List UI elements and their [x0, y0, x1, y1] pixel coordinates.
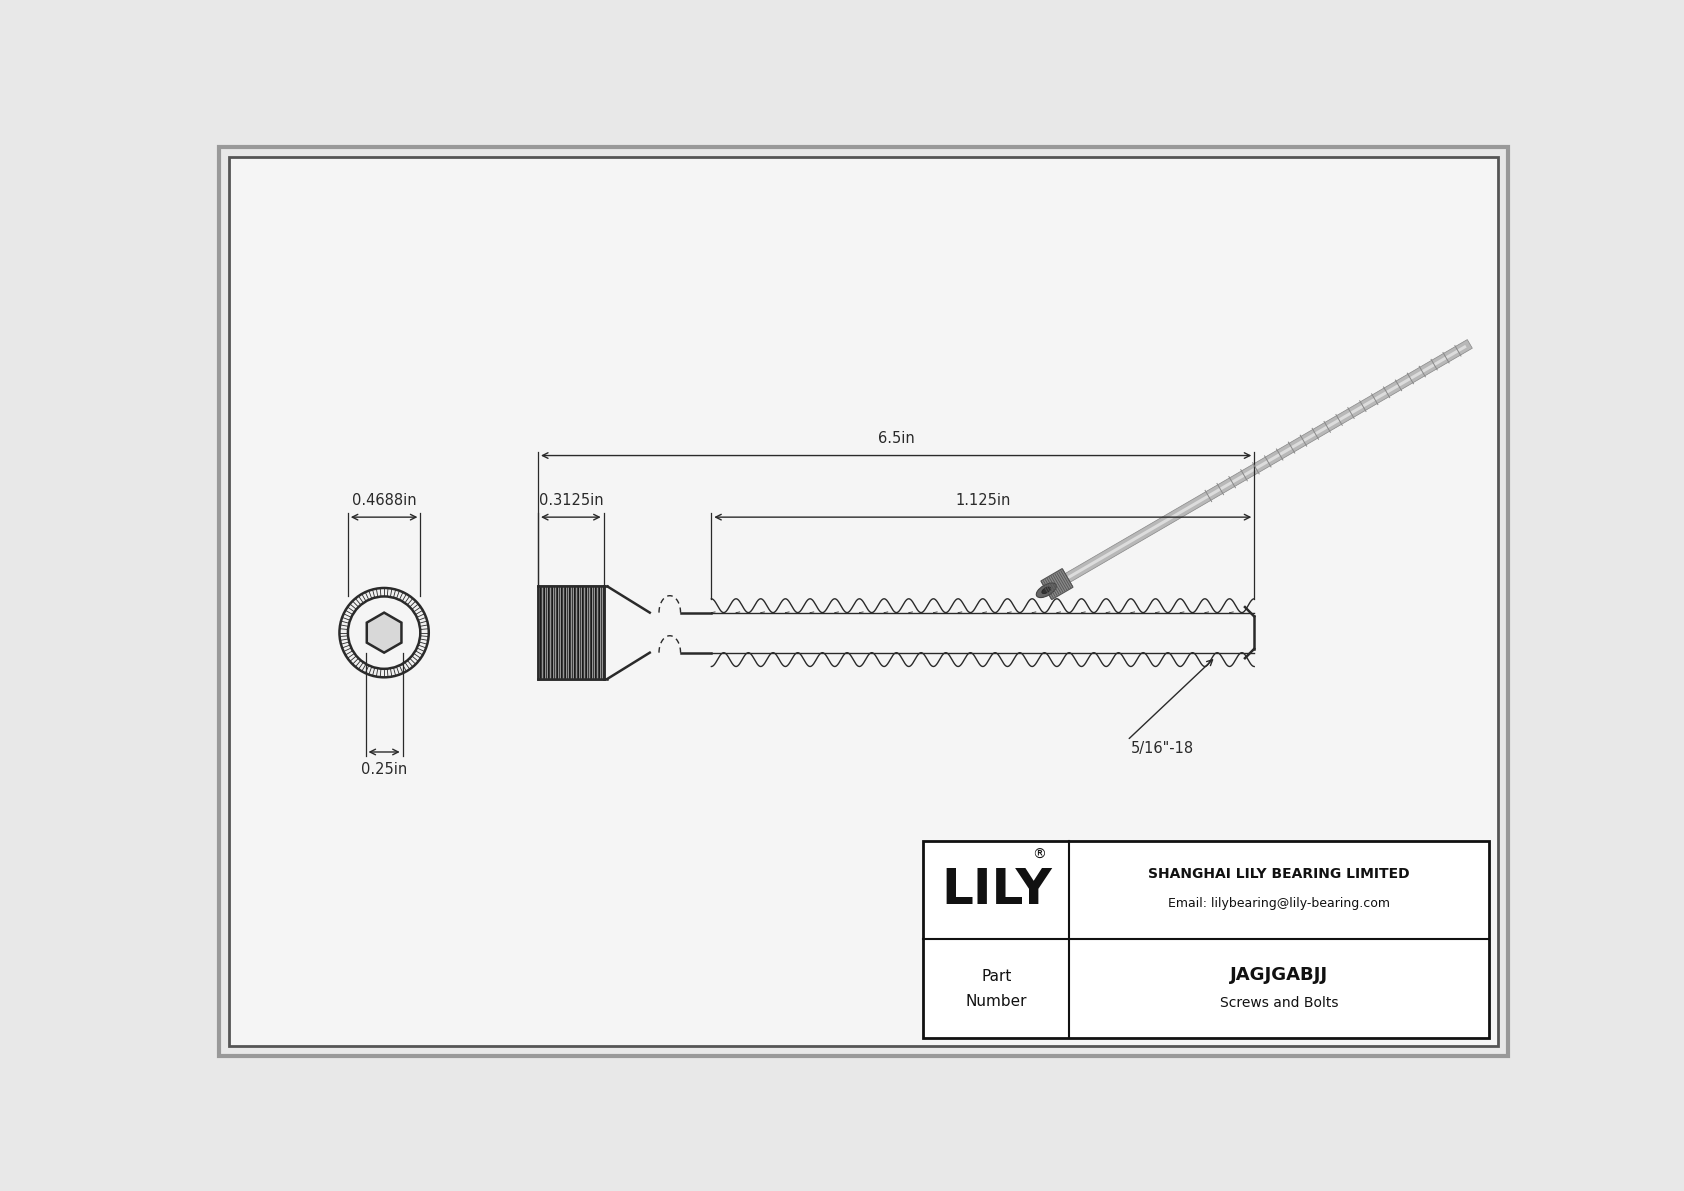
Bar: [539, 586, 603, 679]
Circle shape: [340, 588, 429, 678]
Polygon shape: [367, 612, 401, 653]
Ellipse shape: [1042, 587, 1051, 593]
Text: ®: ®: [1032, 848, 1046, 861]
Text: LILY: LILY: [941, 866, 1051, 913]
Text: 1.125in: 1.125in: [955, 493, 1010, 507]
Text: JAGJGABJJ: JAGJGABJJ: [1231, 966, 1329, 984]
Text: 0.25in: 0.25in: [360, 762, 408, 777]
Text: 5/16"-18: 5/16"-18: [1132, 741, 1194, 755]
Text: 0.3125in: 0.3125in: [539, 493, 603, 507]
Text: Part
Number: Part Number: [965, 969, 1027, 1009]
Text: Screws and Bolts: Screws and Bolts: [1219, 996, 1339, 1010]
FancyBboxPatch shape: [219, 146, 1507, 1056]
Polygon shape: [1068, 345, 1467, 579]
Text: 0.4688in: 0.4688in: [352, 493, 416, 507]
Polygon shape: [1041, 568, 1073, 599]
Circle shape: [349, 597, 421, 669]
Text: Email: lilybearing@lily-bearing.com: Email: lilybearing@lily-bearing.com: [1169, 897, 1391, 910]
Bar: [923, 841, 1489, 1039]
Circle shape: [367, 616, 401, 649]
Polygon shape: [1064, 339, 1472, 582]
Text: 6.5in: 6.5in: [877, 431, 914, 447]
Text: SHANGHAI LILY BEARING LIMITED: SHANGHAI LILY BEARING LIMITED: [1148, 867, 1410, 881]
Ellipse shape: [1036, 582, 1056, 598]
FancyBboxPatch shape: [229, 157, 1497, 1046]
